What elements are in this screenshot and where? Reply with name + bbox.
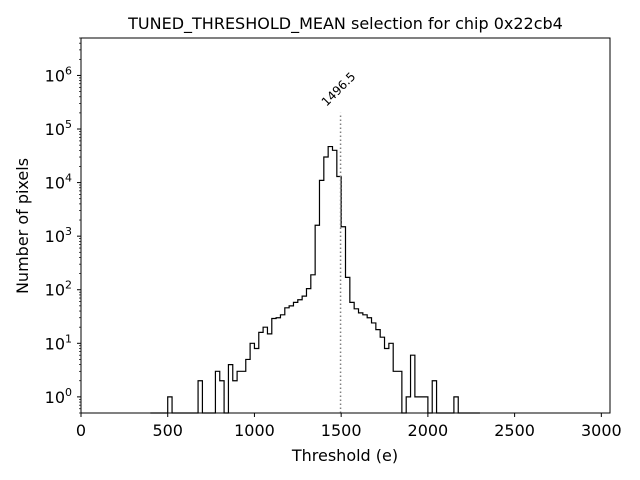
x-tick-label: 2000 — [408, 421, 449, 440]
y-tick-label: 105 — [45, 118, 72, 139]
y-tick-label: 100 — [45, 386, 72, 407]
x-tick-label: 0 — [76, 421, 86, 440]
x-tick-label: 3000 — [581, 421, 622, 440]
y-tick-label: 101 — [45, 332, 72, 353]
x-tick-label: 2500 — [494, 421, 535, 440]
y-tick-label: 103 — [45, 225, 72, 246]
x-tick-label: 1500 — [321, 421, 362, 440]
histogram-step-line — [150, 145, 480, 414]
axes-frame — [80, 37, 611, 414]
chart-title: TUNED_THRESHOLD_MEAN selection for chip … — [127, 14, 563, 34]
y-axis-label: Number of pixels — [13, 158, 32, 294]
y-tick-label: 104 — [45, 172, 72, 193]
x-tick-label: 500 — [152, 421, 183, 440]
mean-marker-label: 1496.5 — [319, 69, 359, 109]
x-tick-label: 1000 — [234, 421, 275, 440]
y-tick-label: 106 — [45, 64, 72, 85]
plot-area: 1496.5 0 500 1000 1500 2000 2500 3000 100 101 102 1… — [45, 37, 622, 440]
x-axis-label: Threshold (e) — [291, 446, 398, 465]
y-tick-label: 102 — [45, 279, 72, 300]
